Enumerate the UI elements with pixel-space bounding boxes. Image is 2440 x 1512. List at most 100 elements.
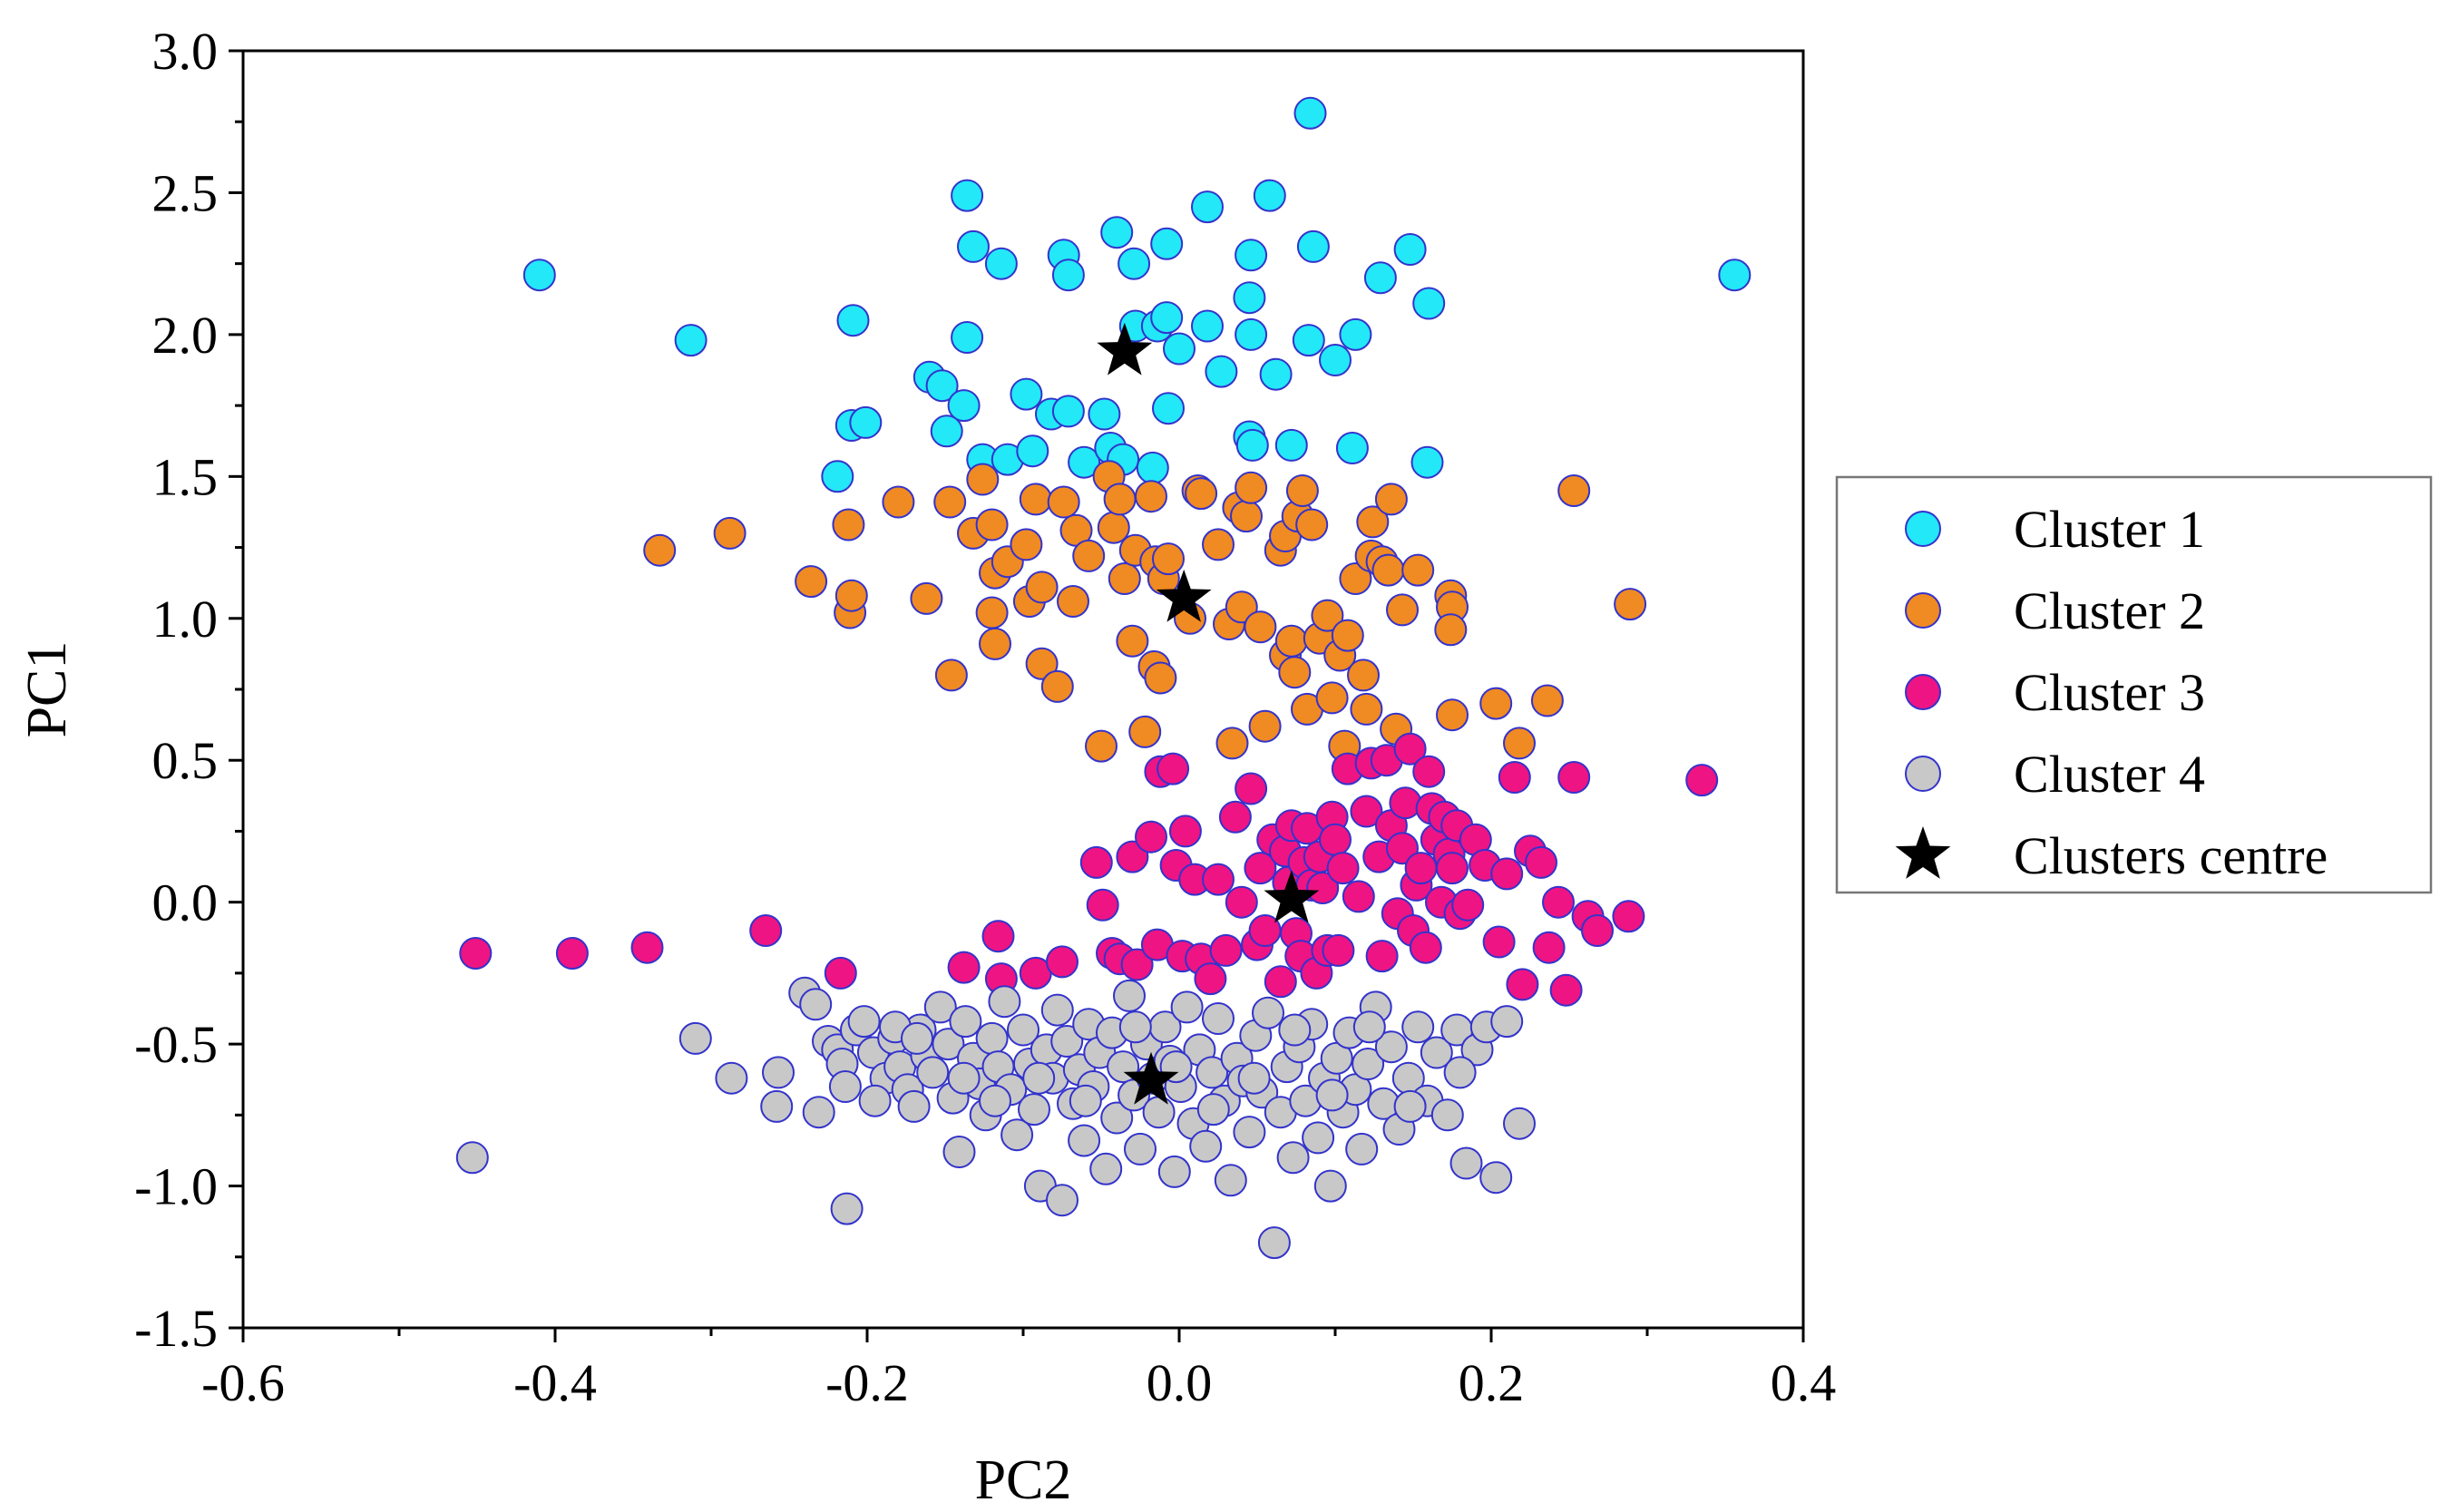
point-cluster-2 xyxy=(1311,599,1344,632)
point-cluster-1 xyxy=(1016,434,1049,468)
point-cluster-3 xyxy=(1482,925,1516,959)
point-cluster-4 xyxy=(1069,1084,1102,1117)
point-cluster-3 xyxy=(555,937,589,970)
point-cluster-2 xyxy=(1503,727,1536,760)
point-cluster-4 xyxy=(1315,1078,1349,1112)
point-cluster-4 xyxy=(1142,1096,1176,1129)
point-cluster-2 xyxy=(882,485,915,519)
y-tick-label: 0.0 xyxy=(152,873,219,932)
y-tick-label: 3.0 xyxy=(152,22,219,81)
point-cluster-4 xyxy=(975,1021,1009,1055)
point-cluster-1 xyxy=(1205,355,1238,388)
point-cluster-4 xyxy=(932,1028,965,1061)
point-cluster-1 xyxy=(1100,216,1134,249)
series-3 xyxy=(459,732,1719,1007)
point-cluster-3 xyxy=(1225,885,1258,919)
point-cluster-1 xyxy=(1339,317,1372,351)
point-cluster-4 xyxy=(1490,1005,1524,1039)
point-cluster-2 xyxy=(1274,624,1308,658)
legend-label-cluster-2: Cluster 2 xyxy=(2014,581,2205,640)
point-cluster-2 xyxy=(1614,588,1647,621)
point-cluster-1 xyxy=(674,324,708,357)
point-cluster-1 xyxy=(1235,239,1268,272)
point-cluster-4 xyxy=(1449,1146,1483,1180)
x-tick-label: -0.6 xyxy=(201,1353,285,1412)
legend-marker-cluster-3 xyxy=(1905,674,1941,710)
point-cluster-3 xyxy=(1436,852,1469,885)
point-cluster-2 xyxy=(1479,687,1513,720)
point-cluster-4 xyxy=(1276,1141,1310,1175)
point-cluster-4 xyxy=(1352,1048,1385,1080)
point-cluster-3 xyxy=(1389,786,1422,820)
point-cluster-2 xyxy=(1295,508,1329,541)
x-tick-label: 0.4 xyxy=(1771,1353,1837,1412)
x-tick-label: 0.2 xyxy=(1459,1353,1525,1412)
point-cluster-3 xyxy=(981,920,1015,953)
point-cluster-2 xyxy=(1436,698,1469,732)
cluster-centre-star xyxy=(1123,1051,1179,1105)
point-cluster-2 xyxy=(1202,528,1235,561)
point-cluster-3 xyxy=(1451,888,1485,922)
point-cluster-3 xyxy=(1342,880,1375,913)
point-cluster-3 xyxy=(1120,948,1154,981)
point-cluster-3 xyxy=(1319,823,1352,856)
point-cluster-4 xyxy=(1100,1101,1134,1135)
point-cluster-4 xyxy=(1189,1129,1223,1163)
point-cluster-4 xyxy=(1118,1010,1152,1044)
point-cluster-1 xyxy=(1718,259,1752,292)
point-cluster-2 xyxy=(979,627,1011,660)
point-cluster-4 xyxy=(799,988,833,1021)
point-cluster-4 xyxy=(923,990,957,1024)
point-cluster-1 xyxy=(1253,179,1286,212)
x-axis-title: PC2 xyxy=(975,1449,1072,1511)
point-cluster-2 xyxy=(1386,593,1419,627)
point-cluster-1 xyxy=(1296,229,1330,263)
point-cluster-3 xyxy=(1086,888,1119,922)
point-cluster-3 xyxy=(1549,973,1583,1007)
point-cluster-2 xyxy=(933,485,967,519)
point-cluster-3 xyxy=(1612,900,1645,933)
point-cluster-2 xyxy=(795,565,828,599)
point-cluster-4 xyxy=(1202,1002,1235,1035)
point-cluster-1 xyxy=(1051,259,1085,292)
point-cluster-3 xyxy=(1404,852,1438,885)
point-cluster-2 xyxy=(1116,624,1149,658)
series-1 xyxy=(522,96,1752,493)
point-cluster-1 xyxy=(821,460,854,493)
point-cluster-2 xyxy=(1010,528,1043,561)
point-cluster-1 xyxy=(1259,357,1293,391)
point-cluster-4 xyxy=(678,1021,712,1055)
point-cluster-3 xyxy=(1244,852,1277,885)
x-tick-label: 0.0 xyxy=(1147,1353,1213,1412)
point-cluster-2 xyxy=(1285,474,1319,507)
y-axis-title: PC1 xyxy=(16,641,78,738)
point-cluster-4 xyxy=(830,1192,864,1225)
point-cluster-3 xyxy=(1157,752,1190,785)
legend-marker-centre xyxy=(1895,826,1951,879)
point-cluster-1 xyxy=(1118,247,1151,280)
point-cluster-2 xyxy=(1350,692,1383,726)
point-cluster-2 xyxy=(1135,480,1167,513)
point-cluster-3 xyxy=(1498,761,1531,794)
x-tick-label: -0.4 xyxy=(513,1353,597,1412)
point-cluster-1 xyxy=(1150,301,1184,335)
point-cluster-2 xyxy=(1244,610,1277,644)
point-cluster-3 xyxy=(1409,931,1442,964)
point-cluster-1 xyxy=(522,259,556,292)
point-cluster-4 xyxy=(715,1061,748,1095)
point-cluster-2 xyxy=(1019,483,1052,516)
point-cluster-2 xyxy=(1057,585,1089,618)
point-cluster-3 xyxy=(1393,732,1427,766)
point-cluster-1 xyxy=(1088,397,1121,431)
point-cluster-3 xyxy=(1194,962,1227,996)
point-cluster-3 xyxy=(1490,857,1524,891)
point-cluster-4 xyxy=(1050,1025,1084,1058)
point-cluster-4 xyxy=(942,1136,976,1168)
point-cluster-4 xyxy=(1068,1124,1101,1157)
legend-label-cluster-4: Cluster 4 xyxy=(2014,745,2205,804)
point-cluster-3 xyxy=(1168,815,1202,848)
y-tick-label: 1.0 xyxy=(152,590,219,649)
cluster-centre-star xyxy=(1156,569,1212,622)
point-cluster-2 xyxy=(975,596,1009,629)
point-cluster-4 xyxy=(949,1005,982,1039)
